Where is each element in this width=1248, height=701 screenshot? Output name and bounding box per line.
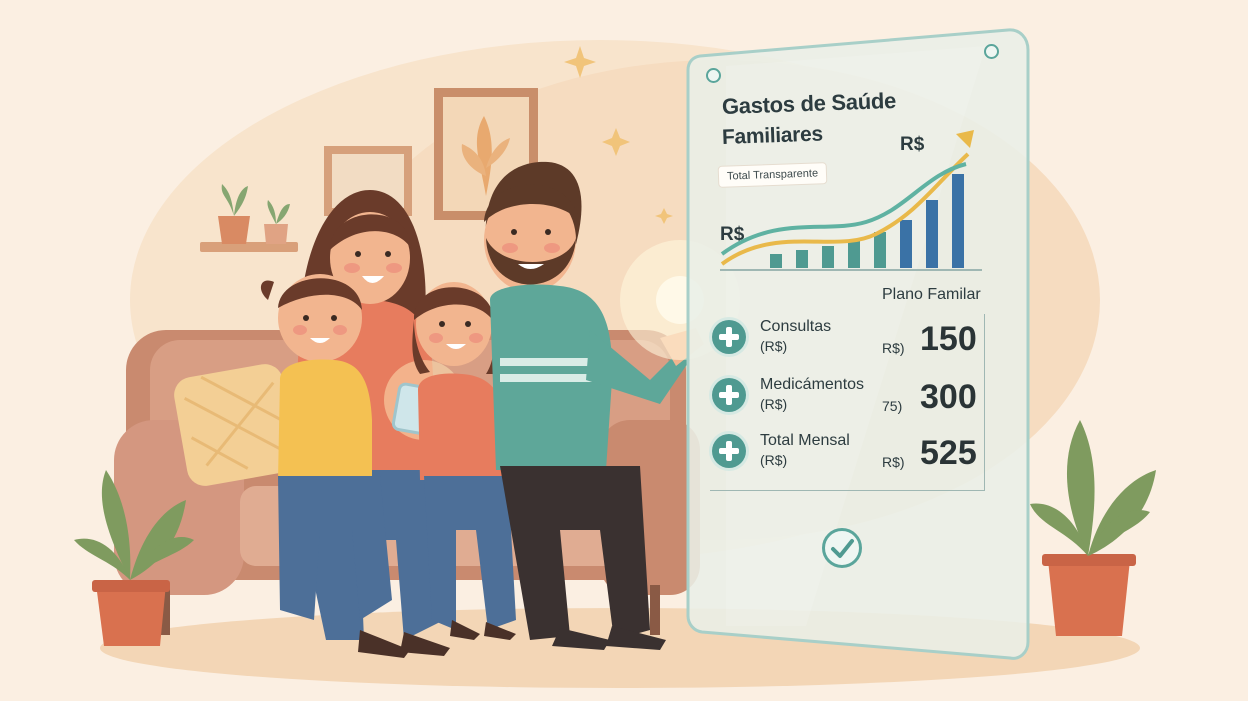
currency-label-top: R$ <box>900 134 925 155</box>
plus-circle-icon <box>712 320 746 354</box>
chart-teal-line <box>720 162 967 256</box>
plus-circle-icon <box>712 378 746 412</box>
expense-value: 525 <box>920 434 977 472</box>
expense-label: Medicámentos <box>760 376 865 393</box>
chart-bar <box>822 246 834 268</box>
expense-table-frame <box>710 314 985 491</box>
expense-value: 150 <box>920 320 977 358</box>
expense-unit: (R$) <box>760 396 788 412</box>
expense-currency: 75) <box>882 398 903 414</box>
expense-label: Total Mensal <box>760 432 850 449</box>
health-expenses-panel: Gastos de Saúde Familiares Total Transpa… <box>686 26 1030 660</box>
expense-row-total-mensal: Total Mensal (R$) R$) 525 <box>710 432 990 476</box>
expense-row-medicamentos: Medicámentos (R$) 75) 300 <box>710 376 990 420</box>
expense-currency: R$) <box>882 454 905 470</box>
chart-gold-line <box>720 152 970 266</box>
chart-bar <box>952 174 964 268</box>
panel-pin-right <box>984 44 999 59</box>
currency-label-left: R$ <box>720 224 745 245</box>
check-circle-icon <box>822 528 862 568</box>
arrow-up-icon <box>956 130 974 148</box>
expense-label: Consultas <box>760 318 832 335</box>
sparkle-icon <box>564 46 673 224</box>
expense-unit: (R$) <box>760 338 788 354</box>
trend-chart-illustration <box>720 130 982 271</box>
expense-currency: R$) <box>882 340 905 356</box>
glass-panel-background <box>686 28 1030 660</box>
chart-bars <box>770 174 964 268</box>
chart-bar <box>848 240 860 268</box>
chart-bar <box>926 200 938 268</box>
chart-bar <box>874 232 886 268</box>
expense-row-consultas: Consultas (R$) R$) 150 <box>710 318 990 362</box>
chart-bar <box>796 250 808 268</box>
chart-bar <box>900 220 912 268</box>
chart-bar <box>770 254 782 268</box>
plus-circle-icon <box>712 434 746 468</box>
panel-pin-left <box>706 68 721 83</box>
plan-title: Plano Familar <box>882 286 981 303</box>
expense-unit: (R$) <box>760 452 788 468</box>
expense-value: 300 <box>920 378 977 416</box>
